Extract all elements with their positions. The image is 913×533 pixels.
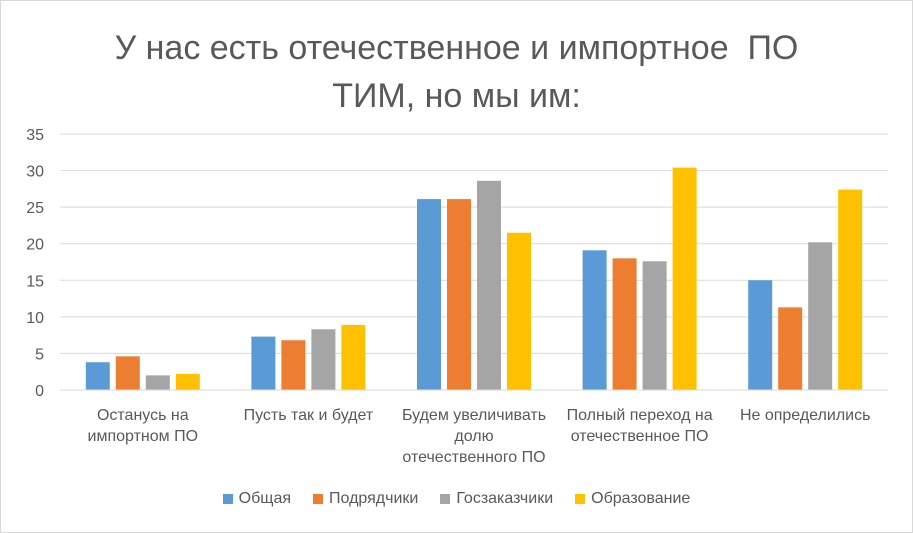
x-category-label: Полный переход на отечественное ПО [567, 407, 713, 445]
x-category-label: Не определились [740, 407, 871, 424]
bar [612, 258, 637, 390]
legend-swatch [222, 494, 233, 504]
bar [281, 340, 306, 390]
bar [85, 362, 110, 390]
bar [311, 329, 336, 390]
bar [115, 356, 140, 390]
y-tick-label: 0 [35, 383, 44, 400]
legend-label: Подрядчики [329, 490, 419, 507]
y-tick-label: 25 [26, 200, 44, 217]
x-category-label-line: Останусь на [97, 407, 189, 424]
x-category-label: Пусть так и будет [244, 407, 374, 424]
y-tick-label: 15 [26, 273, 44, 290]
chart-legend: Общая Подрядчики Госзаказчики Образование [0, 490, 913, 508]
bar [507, 232, 531, 390]
x-category-label: Будем увеличивать долю отечественного ПО [402, 407, 546, 466]
bar [642, 261, 667, 390]
bar [808, 242, 833, 390]
chart-title-line-2: ТИМ, но мы им: [332, 77, 581, 115]
legend-label: Госзаказчики [456, 490, 554, 507]
y-tick-label: 35 [26, 127, 44, 144]
chart-title-line-1: У нас есть отечественное и импортное ПО [114, 29, 799, 67]
x-category-label-line: долю [454, 428, 493, 445]
bar [748, 280, 773, 390]
legend-swatch [440, 494, 451, 504]
y-tick-label: 10 [26, 310, 44, 327]
legend-label: Общая [238, 490, 292, 507]
legend-item: Образование [575, 490, 690, 508]
y-tick-label: 30 [26, 164, 44, 181]
bar [341, 324, 366, 390]
bar [582, 250, 607, 390]
x-category-label: Останусь на импортном ПО [88, 407, 199, 445]
y-tick-label: 20 [26, 237, 44, 254]
bar [838, 189, 863, 390]
x-category-label-line: Пусть так и будет [244, 407, 374, 424]
bar [447, 199, 471, 390]
legend-item: Госзаказчики [440, 490, 553, 508]
legend-item: Подрядчики [313, 490, 418, 508]
bar [175, 373, 200, 390]
x-category-label-line: Будем увеличивать [402, 407, 546, 424]
bar [251, 336, 276, 390]
x-category-label-line: отечественное ПО [571, 428, 709, 445]
bar [672, 167, 697, 390]
x-category-label-line: импортном ПО [88, 428, 199, 445]
legend-label: Образование [591, 490, 691, 507]
legend-swatch [313, 494, 324, 504]
legend-swatch [575, 494, 586, 504]
y-tick-label: 5 [35, 346, 44, 363]
bar [477, 180, 501, 390]
x-category-label-line: Не определились [740, 407, 871, 424]
chart-title: У нас есть отечественное и импортное ПО … [0, 24, 913, 120]
legend-item: Общая [222, 490, 292, 508]
bar [145, 375, 170, 390]
bar [417, 199, 441, 390]
x-category-label-line: отечественного ПО [402, 449, 545, 466]
bar [778, 307, 803, 390]
x-category-label-line: Полный переход на [567, 407, 713, 424]
